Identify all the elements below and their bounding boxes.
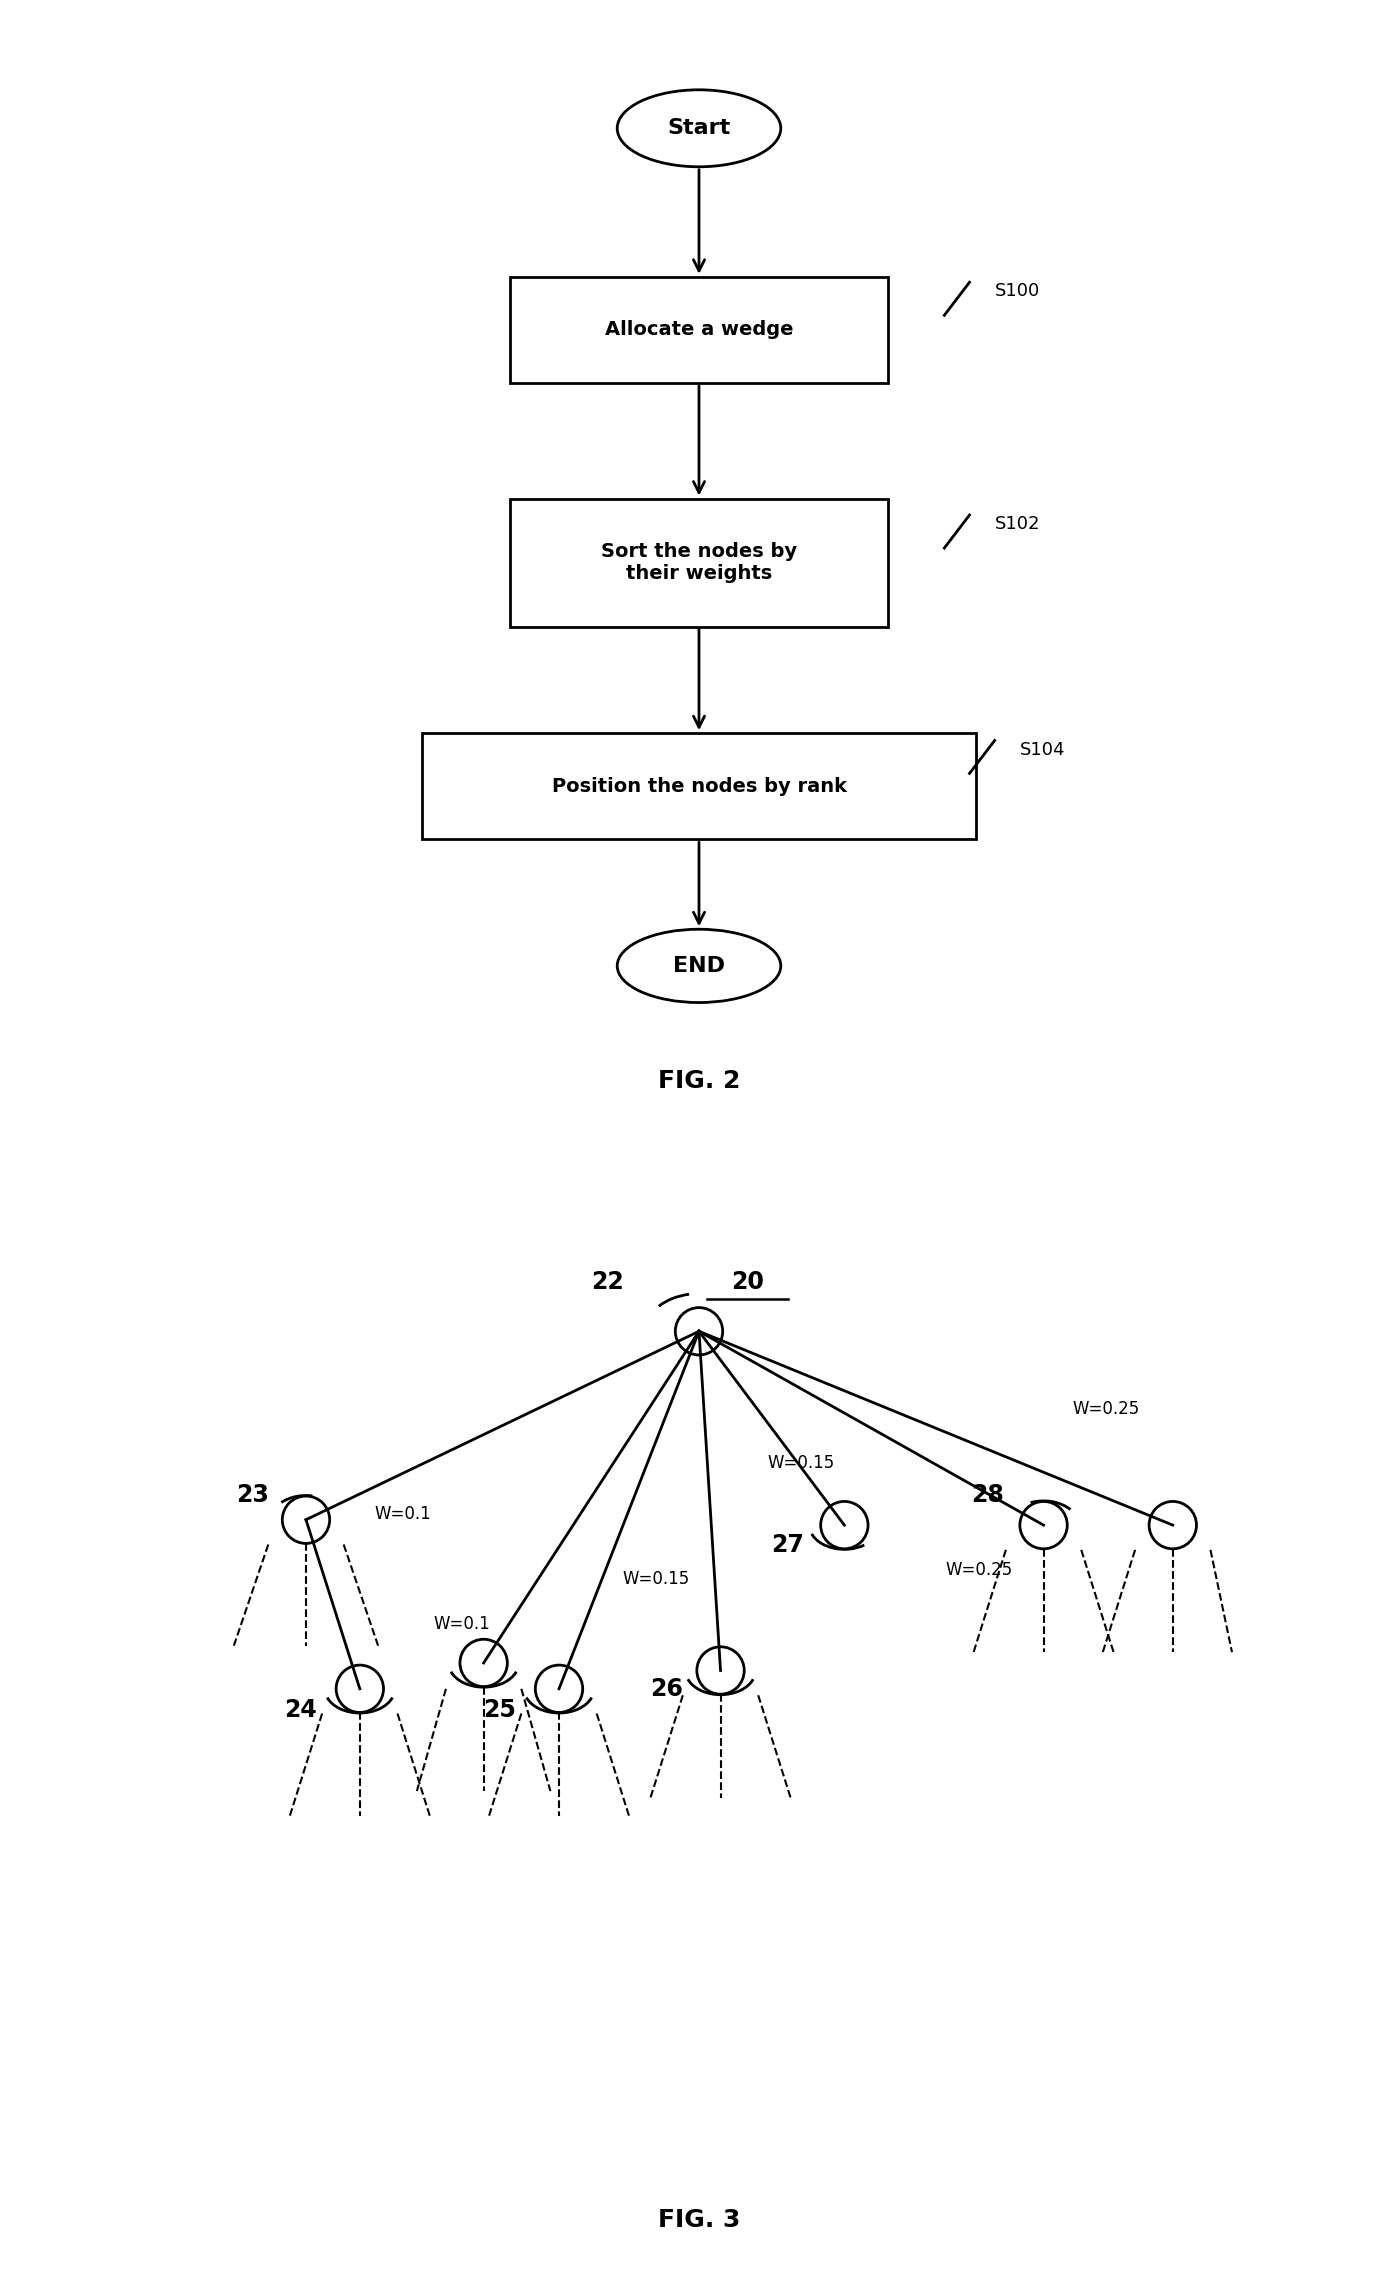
Text: Start: Start (667, 119, 731, 137)
Text: 24: 24 (284, 1698, 317, 1723)
Text: W=0.15: W=0.15 (768, 1455, 835, 1471)
Text: S100: S100 (995, 282, 1040, 300)
Bar (422, 733, 976, 839)
Text: FIG. 3: FIG. 3 (658, 2209, 740, 2231)
Text: Sort the nodes by
their weights: Sort the nodes by their weights (601, 543, 797, 584)
Text: 22: 22 (591, 1269, 624, 1294)
Text: 27: 27 (770, 1533, 804, 1556)
Text: S102: S102 (995, 515, 1040, 534)
Text: 28: 28 (972, 1482, 1004, 1507)
Text: 23: 23 (236, 1482, 268, 1507)
Text: 25: 25 (484, 1698, 516, 1723)
Text: S104: S104 (1021, 740, 1065, 758)
Text: W=0.15: W=0.15 (622, 1569, 689, 1588)
Text: W=0.1: W=0.1 (433, 1615, 491, 1633)
Text: W=0.25: W=0.25 (945, 1562, 1012, 1578)
Text: W=0.25: W=0.25 (1072, 1400, 1139, 1418)
Bar (510, 277, 888, 383)
Bar (510, 499, 888, 628)
Text: END: END (672, 955, 726, 976)
Text: 26: 26 (650, 1677, 684, 1700)
Text: Allocate a wedge: Allocate a wedge (605, 321, 793, 339)
Text: Position the nodes by rank: Position the nodes by rank (551, 777, 847, 795)
Text: 20: 20 (731, 1269, 763, 1294)
Text: FIG. 2: FIG. 2 (658, 1070, 740, 1093)
Text: W=0.1: W=0.1 (375, 1505, 431, 1524)
